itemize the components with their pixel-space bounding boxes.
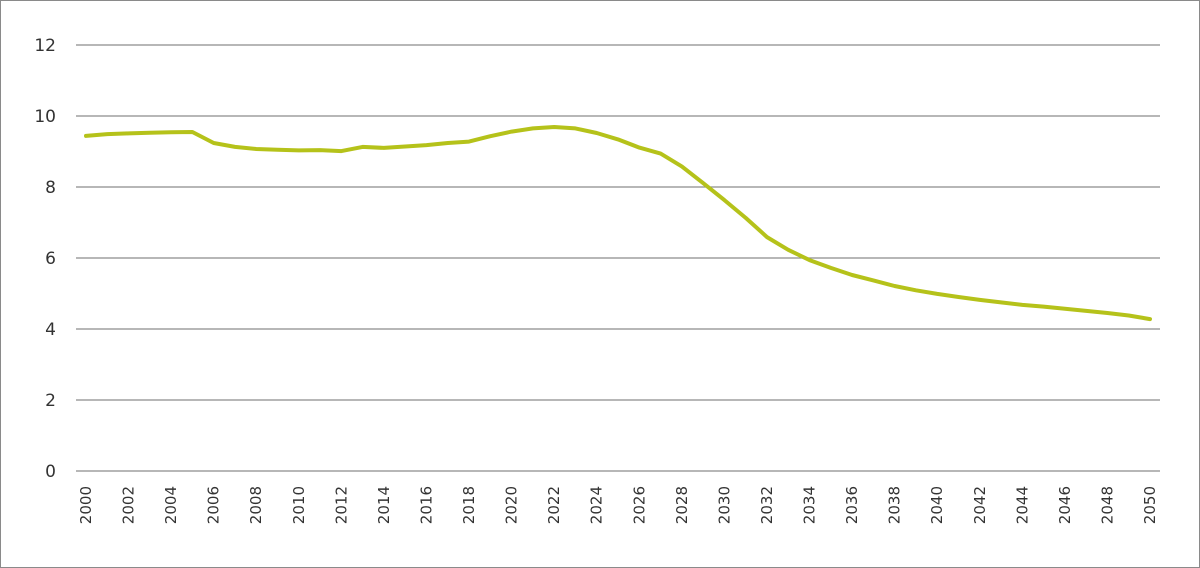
y-tick-label: 6	[45, 249, 56, 269]
x-tick-label: 2020	[503, 486, 521, 524]
x-tick-label: 2008	[247, 486, 265, 524]
x-axis-tick-labels: 2000 2002 2004 2006 2008 2010 2012 2014 2016 2018…	[77, 486, 1159, 524]
x-tick-label: 2018	[460, 486, 478, 524]
x-tick-label: 2004	[162, 486, 180, 524]
x-tick-label: 2050	[1141, 486, 1159, 524]
x-tick-label: 2026	[630, 486, 648, 524]
x-tick-label: 2046	[1056, 486, 1074, 524]
gridlines	[76, 44, 1160, 472]
x-tick-label: 2002	[120, 486, 138, 524]
data-line	[84, 125, 1152, 322]
x-tick-label: 2014	[375, 486, 393, 524]
x-tick-label: 2006	[205, 486, 223, 524]
x-tick-label: 2038	[886, 486, 904, 524]
y-tick-label: 0	[45, 462, 56, 482]
y-tick-label: 2	[45, 391, 56, 411]
x-tick-label: 2032	[758, 486, 776, 524]
x-tick-label: 2016	[417, 486, 435, 524]
x-tick-label: 2000	[77, 486, 95, 524]
x-tick-label: 2012	[332, 486, 350, 524]
x-tick-label: 2034	[801, 486, 819, 524]
x-tick-label: 2048	[1098, 486, 1116, 524]
y-tick-label: 12	[34, 36, 56, 56]
x-tick-label: 2044	[1013, 486, 1031, 524]
x-tick-label: 2024	[588, 486, 606, 524]
x-tick-label: 2040	[928, 486, 946, 524]
y-tick-label: 10	[34, 107, 56, 127]
x-tick-label: 2042	[971, 486, 989, 524]
x-tick-label: 2010	[290, 486, 308, 524]
x-tick-label: 2030	[715, 486, 733, 524]
x-tick-label: 2022	[545, 486, 563, 524]
y-tick-label: 8	[45, 178, 56, 198]
y-tick-label: 4	[45, 320, 56, 340]
x-tick-label: 2028	[673, 486, 691, 524]
y-axis-tick-labels: 0 2 4 6 8 10 12	[34, 36, 56, 482]
x-tick-label: 2036	[843, 486, 861, 524]
